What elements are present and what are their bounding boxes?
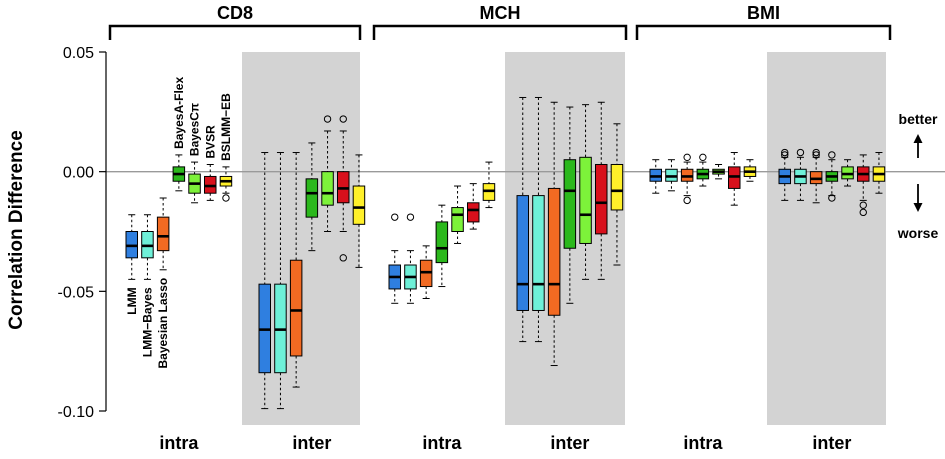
group-labels: intra inter intra inter intra inter	[159, 433, 851, 453]
outlier-point	[222, 194, 230, 202]
outlier-point	[859, 208, 867, 217]
group-label: intra	[683, 433, 723, 453]
outlier-point	[391, 213, 399, 221]
outlier-point	[812, 151, 820, 159]
box-lmm	[516, 195, 529, 311]
shaded-region-bmi	[767, 52, 886, 425]
box-bayesc-	[579, 156, 592, 244]
y-axis: 0.05 0.00 -0.05 -0.10	[58, 45, 107, 421]
outlier-point	[781, 148, 789, 157]
outlier-point	[828, 151, 836, 159]
trait-bracket	[372, 24, 628, 40]
trait-bracket	[108, 24, 362, 40]
box-bayesc-	[321, 171, 334, 206]
y-tick-label: -0.05	[58, 284, 95, 301]
trait-label: CD8	[217, 3, 253, 23]
method-label: LMM	[125, 287, 139, 314]
arrow-down-icon	[913, 184, 923, 212]
method-labels: LMM LMM−Bayes Bayesian Lasso BayesA-Flex Bay…	[125, 77, 233, 369]
y-tick-label: -0.10	[58, 404, 95, 421]
box-bayesian-lasso	[547, 187, 561, 316]
better-label: better	[899, 111, 938, 127]
box-bvsr	[467, 202, 480, 223]
group-label: inter	[550, 433, 589, 453]
method-label: BVSR	[203, 125, 217, 159]
outlier-point	[339, 254, 347, 262]
trait-headers: CD8 MCH BMI	[108, 3, 892, 40]
outlier-point	[339, 115, 347, 123]
group-label: inter	[812, 433, 851, 453]
box-bayesa-flex	[435, 221, 449, 264]
outlier-point	[683, 153, 691, 162]
worse-label: worse	[897, 225, 939, 241]
method-label: BayesCπ	[188, 103, 202, 156]
y-tick-label: 0.00	[63, 165, 94, 182]
group-label: inter	[292, 433, 331, 453]
outlier-point	[859, 201, 867, 209]
outlier-point	[323, 115, 332, 123]
trait-label: MCH	[480, 3, 521, 23]
box-bayesa-flex	[305, 178, 319, 218]
boxplots	[125, 96, 886, 410]
method-label: BSLMM−EB	[219, 93, 233, 161]
box-bslmm-eb	[352, 185, 366, 225]
outlier-point	[781, 151, 789, 159]
box-bslmm-eb	[610, 163, 624, 211]
method-label: BayesA-Flex	[172, 77, 186, 149]
outlier-point	[828, 194, 836, 202]
method-label: Bayesian Lasso	[156, 278, 170, 369]
trait-bracket	[635, 24, 892, 40]
outlier-point	[406, 213, 415, 221]
box-bayesc-	[451, 207, 464, 232]
method-label: LMM−Bayes	[140, 287, 154, 357]
box-bayesa-flex	[563, 159, 577, 249]
y-axis-label: Correlation Difference	[6, 130, 27, 330]
outlier-point	[796, 148, 805, 157]
outlier-point	[812, 148, 820, 157]
outlier-point	[699, 153, 707, 162]
direction-annotations: better worse	[897, 111, 939, 241]
trait-label: BMI	[747, 3, 780, 23]
box-bayesian-lasso	[156, 216, 170, 252]
box-bayesian-lasso	[289, 259, 303, 357]
group-label: intra	[422, 433, 462, 453]
y-tick-label: 0.05	[63, 45, 94, 62]
box-lmm-bayes	[532, 195, 545, 311]
arrow-up-icon	[913, 134, 923, 158]
box-bvsr	[595, 163, 608, 235]
group-label: intra	[159, 433, 199, 453]
outlier-point	[683, 196, 691, 205]
